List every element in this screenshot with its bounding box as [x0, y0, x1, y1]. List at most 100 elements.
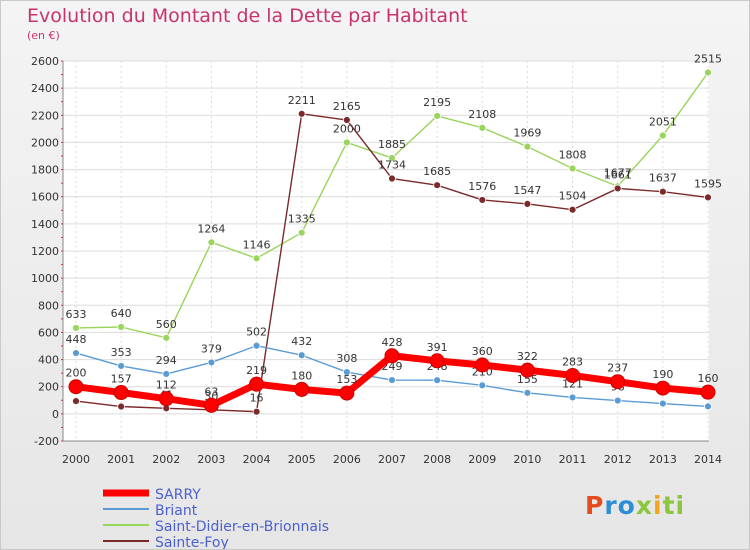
data-point-briant — [72, 349, 80, 357]
y-tick-label: -200 — [34, 435, 59, 448]
x-tick-label: 2013 — [649, 453, 677, 466]
data-point-saint-didier-en-brionnais — [162, 333, 171, 342]
logo-part: i — [652, 491, 663, 520]
data-point-sainte-foy — [568, 205, 577, 214]
logo-part: x — [635, 491, 653, 520]
x-tick-label: 2007 — [378, 453, 406, 466]
data-label-sainte-foy: 2165 — [333, 100, 361, 113]
data-label-sarry: 157 — [111, 373, 132, 386]
x-tick-label: 2005 — [288, 453, 316, 466]
x-tick-label: 2009 — [468, 453, 496, 466]
y-tick-label: 1800 — [31, 164, 59, 177]
data-label-sarry: 360 — [472, 345, 493, 358]
data-label-saint-didier-en-brionnais: 640 — [111, 307, 132, 320]
data-point-saint-didier-en-brionnais — [704, 68, 712, 77]
logo-part: ro — [604, 491, 636, 520]
data-label-saint-didier-en-brionnais: 1677 — [604, 166, 632, 179]
x-tick-label: 2010 — [513, 453, 541, 466]
data-point-sarry — [294, 381, 310, 397]
y-tick-label: 200 — [38, 381, 59, 394]
data-point-sarry — [429, 353, 445, 369]
data-label-briant: 155 — [517, 373, 538, 386]
x-tick-label: 2006 — [333, 453, 361, 466]
data-label-sainte-foy: 1547 — [513, 184, 541, 197]
data-point-sainte-foy — [342, 116, 351, 124]
data-point-sarry — [474, 357, 490, 373]
logo-part: ti — [662, 491, 686, 520]
data-point-sainte-foy — [658, 187, 667, 196]
data-point-sarry — [610, 374, 626, 390]
data-label-sarry: 153 — [336, 373, 357, 386]
data-point-saint-didier-en-brionnais — [117, 323, 126, 331]
data-label-sainte-foy: 1576 — [468, 180, 496, 193]
data-label-briant: 448 — [66, 333, 87, 346]
data-point-saint-didier-en-brionnais — [433, 112, 442, 120]
data-point-briant — [433, 376, 442, 385]
data-point-sarry — [158, 391, 174, 407]
data-point-briant — [613, 396, 622, 405]
x-tick-label: 2000 — [62, 453, 90, 466]
x-tick-label: 2012 — [604, 453, 632, 466]
data-label-saint-didier-en-brionnais: 1885 — [378, 138, 406, 151]
data-point-sarry — [655, 380, 671, 396]
x-tick-label: 2004 — [243, 453, 271, 466]
x-tick-label: 2014 — [694, 453, 722, 466]
data-label-saint-didier-en-brionnais: 560 — [156, 318, 177, 331]
data-label-sainte-foy: 1637 — [649, 172, 677, 185]
y-tick-label: 1000 — [31, 272, 59, 285]
chart-subtitle: (en €) — [27, 29, 60, 42]
data-point-sainte-foy — [117, 402, 126, 411]
data-point-saint-didier-en-brionnais — [658, 131, 667, 140]
data-label-sarry: 237 — [607, 362, 628, 375]
legend-label: Saint-Didier-en-Brionnais — [155, 519, 329, 535]
data-label-saint-didier-en-brionnais: 1969 — [513, 127, 541, 140]
y-tick-label: 2200 — [31, 109, 59, 122]
data-point-saint-didier-en-brionnais — [207, 238, 216, 247]
data-point-sarry — [565, 367, 581, 383]
data-label-sarry: 190 — [652, 368, 673, 381]
data-label-sarry: 322 — [517, 350, 538, 363]
data-point-briant — [162, 370, 171, 378]
data-point-sainte-foy — [297, 109, 306, 118]
y-tick-label: 2000 — [31, 136, 59, 149]
x-tick-label: 2008 — [423, 453, 451, 466]
data-point-saint-didier-en-brionnais — [252, 254, 261, 263]
x-tick-label: 2011 — [559, 453, 587, 466]
data-label-sarry: 180 — [291, 369, 312, 382]
data-point-sarry — [249, 376, 265, 392]
data-label-sarry: 200 — [66, 367, 87, 380]
data-label-saint-didier-en-brionnais: 2108 — [468, 108, 496, 121]
data-point-sarry — [519, 362, 535, 378]
data-point-briant — [117, 362, 126, 370]
data-label-briant: 308 — [336, 352, 357, 365]
data-label-sainte-foy: 1595 — [694, 177, 722, 190]
data-label-sainte-foy: 1504 — [559, 190, 587, 203]
data-point-sarry — [68, 379, 84, 395]
data-label-briant: 502 — [246, 326, 267, 339]
data-point-sainte-foy — [704, 193, 712, 202]
y-tick-label: 0 — [52, 408, 59, 421]
data-label-saint-didier-en-brionnais: 2195 — [423, 96, 451, 109]
data-label-saint-didier-en-brionnais: 1808 — [559, 148, 587, 161]
legend-label: Sainte-Foy — [155, 535, 229, 549]
data-point-sainte-foy — [252, 407, 261, 416]
data-point-briant — [342, 368, 351, 376]
data-label-briant: 353 — [111, 346, 132, 359]
data-point-sainte-foy — [523, 200, 532, 208]
data-point-saint-didier-en-brionnais — [523, 142, 532, 151]
data-point-sainte-foy — [613, 184, 622, 193]
logo-part: P — [585, 491, 605, 520]
data-point-saint-didier-en-brionnais — [297, 228, 306, 237]
data-point-briant — [252, 341, 261, 350]
data-label-saint-didier-en-brionnais: 633 — [66, 308, 87, 321]
chart-title: Evolution du Montant de la Dette par Hab… — [27, 5, 468, 27]
data-label-saint-didier-en-brionnais: 1146 — [243, 238, 271, 251]
data-point-saint-didier-en-brionnais — [388, 154, 396, 162]
y-tick-label: 2600 — [31, 55, 59, 68]
data-point-sarry — [113, 385, 129, 401]
legend-label: Briant — [155, 503, 198, 519]
proxiti-logo: Proxiti — [585, 491, 685, 520]
data-point-saint-didier-en-brionnais — [72, 324, 80, 332]
x-tick-label: 2001 — [107, 453, 135, 466]
